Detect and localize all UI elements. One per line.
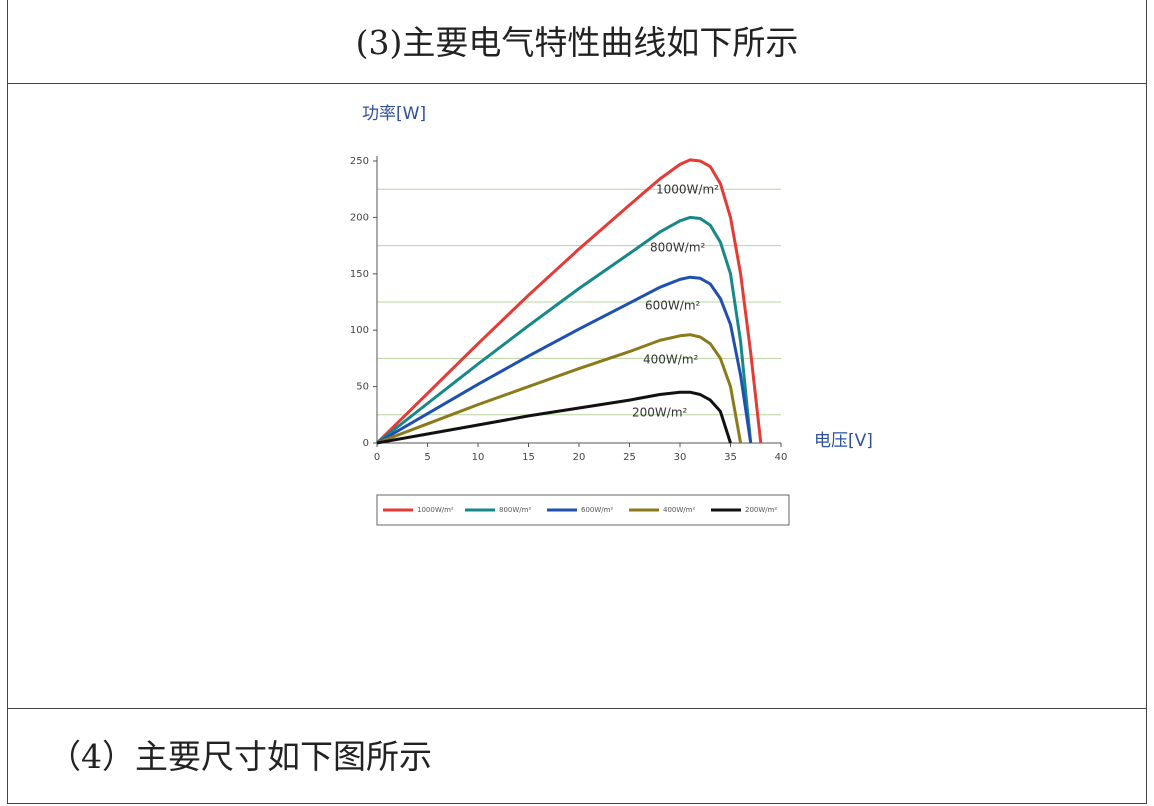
y-tick-label: 50	[356, 382, 369, 393]
curve-label: 1000W/m²	[656, 183, 719, 197]
curve-label: 800W/m²	[650, 241, 706, 255]
series-line	[376, 275, 753, 445]
row-separator	[7, 83, 1147, 84]
curve-label: 400W/m²	[643, 353, 699, 367]
x-tick-label: 15	[522, 452, 535, 463]
legend-label: 200W/m²	[745, 506, 777, 514]
series-line	[376, 215, 753, 445]
legend-label: 400W/m²	[663, 506, 695, 514]
x-tick-label: 25	[623, 452, 636, 463]
legend-label: 1000W/m²	[417, 506, 454, 514]
x-tick-label: 20	[573, 452, 586, 463]
y-tick-label: 0	[363, 438, 369, 449]
table-frame	[7, 0, 1147, 804]
series-line	[376, 390, 732, 445]
y-tick-label: 200	[350, 212, 369, 223]
curve-label: 200W/m²	[632, 406, 688, 420]
curve-label: 600W/m²	[645, 299, 701, 313]
series-line	[376, 333, 743, 445]
legend-label: 600W/m²	[581, 506, 613, 514]
y-tick-label: 250	[350, 156, 369, 167]
y-axis-label: 功率[W]	[362, 104, 426, 124]
series-line	[375, 158, 763, 445]
x-tick-label: 0	[374, 452, 380, 463]
legend-label: 800W/m²	[499, 506, 531, 514]
x-tick-label: 5	[424, 452, 430, 463]
section-title: （4）主要尺寸如下图所示	[48, 737, 432, 776]
y-tick-label: 150	[350, 269, 369, 280]
x-tick-label: 40	[775, 452, 788, 463]
y-tick-label: 100	[350, 325, 369, 336]
row-separator	[7, 708, 1147, 709]
x-tick-label: 30	[674, 452, 687, 463]
section-title: (3)主要电气特性曲线如下所示	[355, 23, 799, 62]
x-tick-label: 35	[724, 452, 737, 463]
x-axis-label: 电压[V]	[814, 431, 873, 451]
x-tick-label: 10	[472, 452, 485, 463]
